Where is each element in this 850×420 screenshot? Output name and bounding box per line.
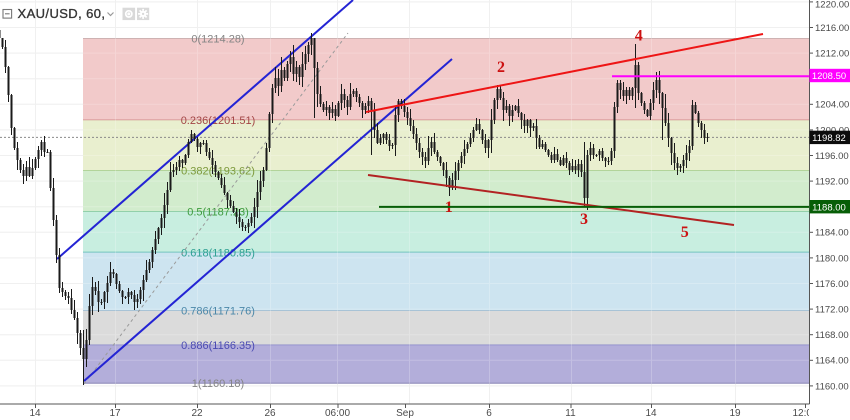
svg-text:1204.00: 1204.00 [815, 100, 849, 111]
svg-text:06:00: 06:00 [325, 408, 350, 419]
svg-text:1176.00: 1176.00 [815, 279, 849, 290]
svg-text:1220.00: 1220.00 [815, 0, 849, 11]
svg-text:1168.00: 1168.00 [815, 330, 849, 341]
svg-text:5: 5 [681, 224, 689, 241]
svg-text:1184.00: 1184.00 [815, 228, 849, 239]
svg-text:1212.00: 1212.00 [815, 49, 849, 60]
svg-text:14: 14 [645, 408, 657, 419]
svg-text:0.618(1180.85): 0.618(1180.85) [181, 247, 255, 259]
svg-text:12:00: 12:00 [792, 408, 817, 419]
svg-text:Sep: Sep [396, 408, 414, 419]
svg-text:1180.00: 1180.00 [815, 253, 849, 264]
svg-text:1196.00: 1196.00 [815, 151, 849, 162]
svg-text:19: 19 [729, 408, 741, 419]
svg-text:6: 6 [486, 408, 492, 419]
svg-text:3: 3 [580, 211, 588, 228]
svg-text:1192.00: 1192.00 [815, 177, 849, 188]
svg-text:22: 22 [191, 408, 203, 419]
svg-text:1208.50: 1208.50 [812, 71, 846, 82]
svg-text:14: 14 [29, 408, 41, 419]
svg-text:26: 26 [264, 408, 276, 419]
svg-text:17: 17 [109, 408, 121, 419]
svg-text:0.886(1166.35): 0.886(1166.35) [181, 340, 255, 352]
svg-text:1198.82: 1198.82 [812, 133, 846, 144]
svg-text:0(1214.28): 0(1214.28) [191, 34, 244, 46]
svg-text:1160.00: 1160.00 [815, 381, 849, 392]
svg-text:4: 4 [635, 28, 643, 45]
svg-text:11: 11 [565, 408, 576, 419]
svg-text:1188.00: 1188.00 [812, 202, 846, 213]
svg-text:XAU/USD, 60,: XAU/USD, 60, [18, 6, 106, 21]
svg-text:1(1160.18): 1(1160.18) [192, 378, 244, 390]
svg-text:1164.00: 1164.00 [815, 356, 849, 367]
svg-text:1172.00: 1172.00 [815, 305, 849, 316]
svg-text:1216.00: 1216.00 [815, 23, 849, 34]
svg-text:2: 2 [497, 59, 505, 76]
svg-text:0.236(1201.51): 0.236(1201.51) [181, 115, 256, 127]
svg-text:0.786(1171.76): 0.786(1171.76) [181, 306, 255, 318]
